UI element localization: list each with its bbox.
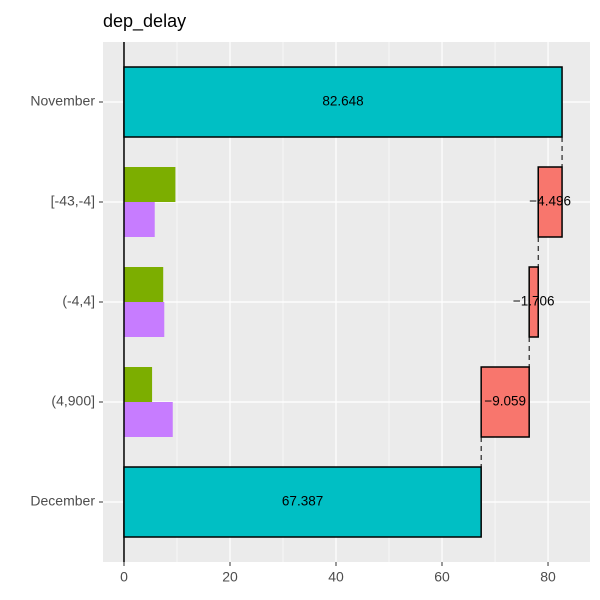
bar: [123, 202, 155, 237]
bar: [123, 267, 164, 302]
data-label: 82.648: [322, 94, 363, 109]
bar: [123, 167, 176, 202]
x-tick-label: 80: [540, 569, 556, 585]
x-tick-label: 0: [120, 569, 128, 585]
data-label: 67.387: [282, 494, 323, 509]
chart-title: dep_delay: [103, 11, 186, 32]
y-tick-label: November: [30, 93, 95, 109]
bar: [537, 166, 563, 238]
bar: [480, 366, 530, 438]
bar: [123, 302, 165, 337]
bar: [123, 66, 563, 138]
x-tick-label: 40: [328, 569, 344, 585]
y-tick-label: (-4,4]: [62, 293, 95, 309]
bar: [123, 466, 482, 538]
x-tick-label: 60: [434, 569, 450, 585]
y-tick-label: December: [30, 493, 95, 509]
bar: [528, 266, 539, 338]
bar: [123, 367, 153, 402]
x-tick-label: 20: [222, 569, 238, 585]
bar: [123, 402, 173, 437]
data-label: −9.059: [484, 394, 526, 409]
data-label: −1.706: [513, 294, 555, 309]
data-label: −4.496: [529, 194, 571, 209]
y-tick-label: (4,900]: [51, 393, 95, 409]
y-tick-label: [-43,-4]: [51, 193, 95, 209]
